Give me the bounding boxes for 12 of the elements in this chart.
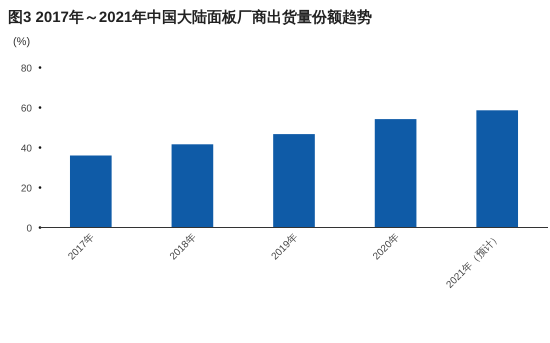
bar xyxy=(273,134,315,228)
bar xyxy=(70,156,112,228)
y-tick-label: 40 xyxy=(20,144,32,154)
chart-title: 图3 2017年～2021年中国大陆面板厂商出货量份额趋势 xyxy=(8,8,372,26)
y-tick-label: 0 xyxy=(26,224,32,234)
y-tick-label: 80 xyxy=(20,64,32,74)
bar xyxy=(476,110,518,228)
y-axis-title: (%) xyxy=(13,36,30,48)
bar xyxy=(374,119,416,228)
y-tick-label: 20 xyxy=(20,184,32,194)
y-tick-label: 60 xyxy=(20,104,32,114)
bar xyxy=(172,144,214,228)
